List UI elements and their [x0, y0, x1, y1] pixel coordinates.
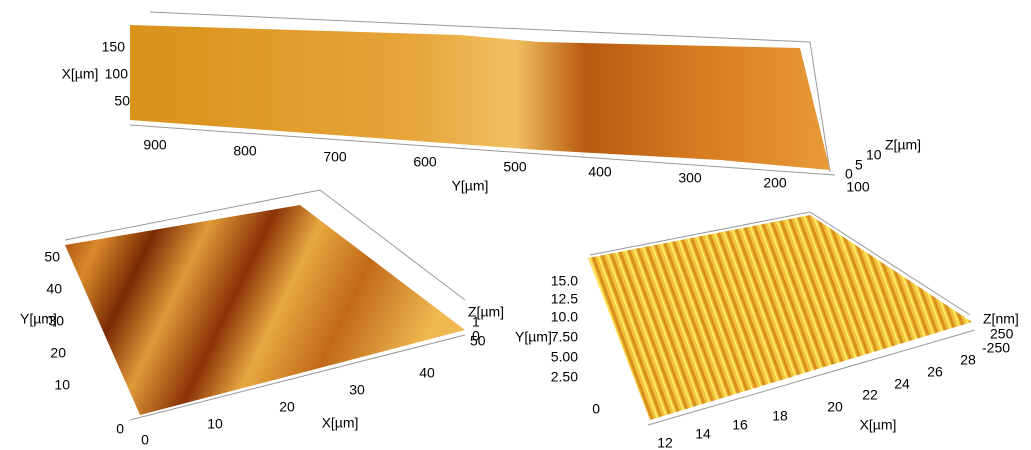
axis-label: X[µm] — [62, 66, 99, 82]
tick-label: 0 — [845, 166, 853, 182]
surface — [588, 215, 972, 420]
axis-label: X[µm] — [860, 417, 897, 433]
tick-label: 40 — [46, 281, 62, 297]
panel-top: X[µm] 150 100 50 900 800 700 600 500 400… — [62, 12, 921, 195]
tick-label: 16 — [732, 417, 748, 433]
tick-label: 15.0 — [551, 273, 578, 289]
tick-label: 20 — [279, 399, 295, 415]
tick-label: 500 — [503, 159, 527, 175]
tick-label: 100 — [105, 66, 129, 82]
tick-label: 20 — [827, 399, 843, 415]
tick-label: 28 — [960, 352, 976, 368]
tick-label: 900 — [143, 137, 167, 153]
tick-label: 0 — [472, 328, 480, 344]
tick-label: 10 — [54, 377, 70, 393]
tick-label: 50 — [44, 249, 60, 265]
tick-label: 30 — [349, 382, 365, 398]
tick-label: -250 — [982, 340, 1010, 356]
tick-label: 400 — [588, 164, 612, 180]
tick-label: 18 — [772, 408, 788, 424]
tick-label: 5.00 — [551, 349, 578, 365]
figure: X[µm] 150 100 50 900 800 700 600 500 400… — [0, 0, 1031, 450]
tick-label: 800 — [233, 143, 257, 159]
tick-label: 0 — [116, 421, 124, 437]
tick-label: 700 — [323, 149, 347, 165]
tick-label: 7.50 — [551, 329, 578, 345]
tick-label: 12.5 — [551, 291, 578, 307]
panel-bottom-right: Y[µm] 15.0 12.5 10.0 7.50 5.00 2.50 0 12… — [515, 212, 1019, 450]
tick-label: 5 — [855, 157, 863, 173]
tick-label: 40 — [419, 365, 435, 381]
tick-label: 10 — [207, 416, 223, 432]
panel-bottom-left: Y[µm] 50 40 30 20 10 0 0 10 20 30 40 50 … — [20, 190, 504, 448]
tick-label: 150 — [102, 39, 126, 55]
tick-label: 26 — [927, 364, 943, 380]
tick-label: 300 — [678, 170, 702, 186]
axis-label: Z[nm] — [983, 311, 1019, 327]
tick-label: 12 — [657, 435, 673, 450]
axis-label: Z[µm] — [468, 304, 504, 320]
axis-label: Y[µm] — [452, 178, 489, 194]
tick-label: 2.50 — [551, 369, 578, 385]
tick-label: 10 — [866, 147, 882, 163]
axis-label: X[µm] — [322, 415, 359, 431]
tick-label: 22 — [862, 387, 878, 403]
axis-label: Y[µm] — [515, 329, 552, 345]
tick-label: 50 — [114, 93, 130, 109]
tick-label: 10.0 — [551, 309, 578, 325]
tick-label: 24 — [894, 376, 910, 392]
tick-label: 600 — [413, 154, 437, 170]
surface — [65, 205, 465, 415]
axis-label: Z[µm] — [885, 137, 921, 153]
tick-label: 20 — [50, 345, 66, 361]
tick-label: 200 — [763, 175, 787, 191]
tick-label: 30 — [48, 313, 64, 329]
tick-label: 0 — [141, 432, 149, 448]
tick-label: 0 — [592, 401, 600, 417]
tick-label: 14 — [695, 426, 711, 442]
